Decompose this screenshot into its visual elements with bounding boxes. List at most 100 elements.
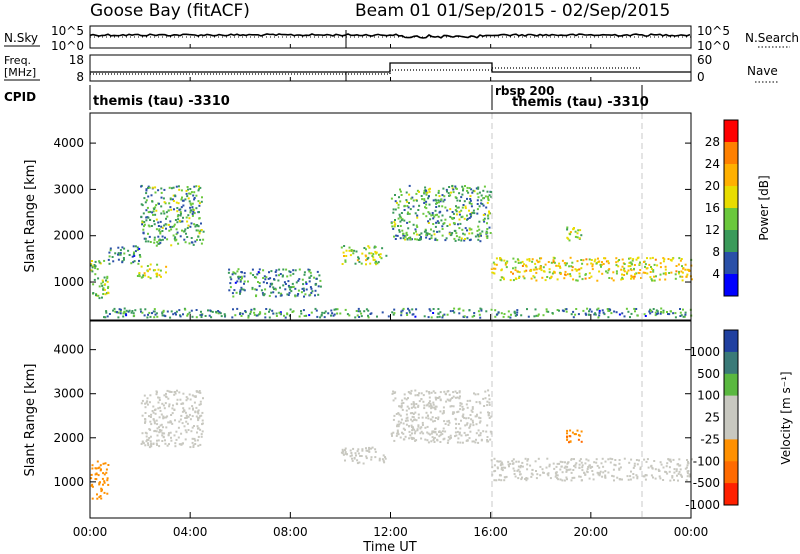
scatter-cell [243,289,246,292]
scatter-cell [160,423,163,426]
scatter-cell [659,262,662,265]
scatter-cell [91,270,94,273]
scatter-cell [157,189,160,192]
scatter-cell [303,295,305,298]
scatter-cell [160,191,163,194]
scatter-cell [354,452,357,455]
scatter-cell [500,312,503,315]
scatter-cell [469,199,472,202]
scatter-cell [401,431,403,434]
scatter-cell [98,297,101,300]
scatter-cell [243,275,246,278]
scatter-cell [475,423,478,426]
y-tick-label: 3000 [53,387,84,401]
scatter-cell [614,459,617,461]
scatter-cell [493,479,496,482]
scatter-cell [576,429,579,432]
scatter-cell [446,190,448,193]
scatter-cell [480,194,483,197]
scatter-cell [152,269,155,272]
scatter-cell [469,213,472,216]
scatter-cell [183,425,186,428]
scatter-cell [456,206,459,209]
scatter-cell [458,192,461,195]
scatter-cell [122,257,125,259]
scatter-cell [314,283,317,286]
scatter-cell [423,315,426,318]
scatter-cell [101,279,104,282]
scatter-cell [434,237,437,240]
scatter-cell [427,188,430,191]
scatter-cell [449,215,452,218]
scatter-cell [223,313,226,316]
scatter-cell [132,253,135,256]
scatter-cell [391,434,393,437]
scatter-cell [268,316,271,319]
scatter-cell [153,420,156,423]
scatter-cell [161,226,164,229]
scatter-cell [162,210,165,213]
scatter-cell [448,399,450,402]
scatter-cell [149,210,152,213]
scatter-cell [629,257,632,260]
scatter-cell [636,314,639,317]
scatter-cell [478,421,481,424]
scatter-cell [300,312,303,315]
scatter-cell [166,310,169,313]
scatter-cell [231,316,234,319]
scatter-cell [139,255,142,258]
scatter-cell [572,227,575,230]
scatter-cell [552,462,555,465]
scatter-cell [461,193,464,196]
scatter-cell [489,438,492,441]
scatter-cell [365,259,368,262]
scatter-cell [463,217,466,220]
scatter-cell [636,257,639,260]
scatter-cell [420,437,423,440]
scatter-cell [647,466,650,469]
scatter-cell [483,220,486,223]
scatter-cell [117,246,120,249]
scatter-cell [175,185,178,188]
scatter-cell [345,453,348,456]
scatter-cell [147,211,150,214]
scatter-cell [553,467,556,470]
scatter-cell [416,238,419,241]
scatter-cell [453,222,456,225]
scatter-cell [399,414,402,417]
scatter-cell [360,312,363,315]
scatter-cell [659,273,662,276]
scatter-cell [517,262,520,264]
scatter-cell [355,250,358,253]
scatter-cell [192,407,194,410]
scatter-cell [415,403,418,405]
scatter-cell [623,315,626,318]
scatter-cell [382,459,385,462]
scatter-cell [106,479,109,482]
scatter-cell [426,431,429,434]
scatter-cell [615,272,618,275]
scatter-cell [278,268,281,271]
scatter-cell [128,309,131,312]
scatter-cell [429,309,432,312]
scatter-cell [686,273,689,276]
scatter-cell [597,473,600,476]
scatter-cell [602,311,605,314]
scatter-cell [634,310,636,313]
scatter-cell [166,444,169,447]
scatter-cell [458,312,461,315]
scatter-cell [187,197,190,200]
scatter-cell [391,392,394,395]
scatter-cell [611,474,614,477]
scatter-cell [370,447,372,450]
scatter-cell [478,416,481,419]
scatter-cell [400,421,402,424]
scatter-cell [367,314,369,317]
scatter-cell [278,274,280,277]
scatter-cell [352,252,355,255]
scatter-cell [665,465,668,468]
colorbar-tick-label: 25 [705,411,720,425]
scatter-cell [568,468,570,471]
scatter-cell [486,237,489,239]
scatter-cell [432,390,435,393]
